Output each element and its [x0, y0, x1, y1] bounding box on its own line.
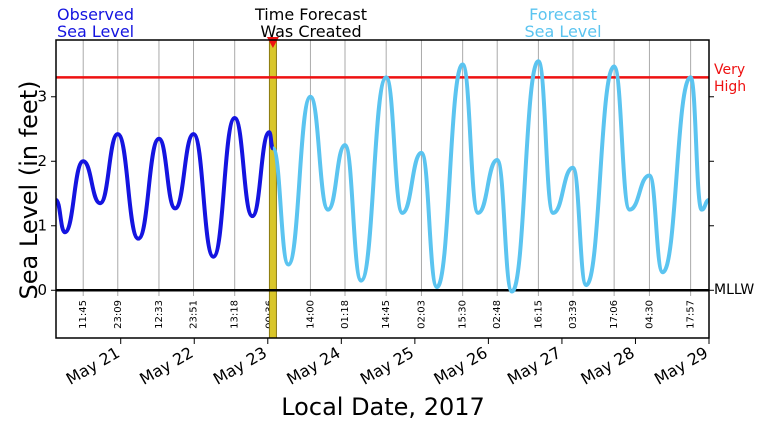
x-tick-label: May 23 [210, 343, 270, 389]
tide-time-label: 01:18 [340, 300, 351, 329]
reference-label: MLLW [714, 282, 755, 299]
x-tick-label: May 24 [283, 343, 343, 389]
legend-forecast: Forecast Sea Level [524, 5, 602, 41]
y-tick-label: 3 [37, 87, 47, 105]
reference-label: Very High [714, 62, 747, 96]
tide-time-label: 02:48 [492, 300, 503, 329]
tide-time-label: 14:45 [381, 300, 392, 329]
forecast-created-label: Time Forecast Was Created [255, 5, 367, 41]
y-tick-label: 2 [37, 152, 47, 170]
tide-time-label: 23:09 [113, 300, 124, 329]
tide-time-label: 12:33 [154, 300, 165, 329]
series-line [270, 59, 710, 294]
x-tick-label: May 22 [136, 343, 196, 389]
tide-time-label: 04:30 [644, 300, 655, 329]
y-axis-label: Sea Level (in feet) [15, 81, 43, 300]
x-tick-label: May 25 [357, 343, 417, 389]
x-tick-label: May 28 [578, 343, 638, 389]
plot-frame [55, 39, 710, 339]
forecast-created-band [268, 39, 277, 339]
tide-time-label: 03:39 [568, 300, 579, 329]
x-axis-label: Local Date, 2017 [281, 393, 485, 421]
legend-observed: Observed Sea Level [57, 5, 135, 41]
tide-time-label: 17:06 [609, 300, 620, 329]
tide-time-label: 02:03 [416, 300, 427, 329]
series-line [54, 116, 275, 259]
y-tick-label: 0 [37, 281, 47, 299]
x-tick-label: May 26 [430, 343, 490, 389]
x-tick-label: May 27 [504, 343, 564, 389]
y-tick-label: 1 [37, 216, 47, 234]
tide-time-label: 11:45 [78, 300, 89, 329]
tide-time-label: 23:51 [189, 300, 200, 329]
tide-time-label: 14:00 [305, 300, 316, 329]
tide-time-label: 17:57 [686, 300, 697, 329]
tide-time-label: 15:30 [458, 300, 469, 329]
x-tick-label: May 21 [63, 343, 123, 389]
tide-time-label: 13:18 [230, 300, 241, 329]
tide-time-label: 16:15 [533, 300, 544, 329]
x-tick-label: May 29 [651, 343, 711, 389]
